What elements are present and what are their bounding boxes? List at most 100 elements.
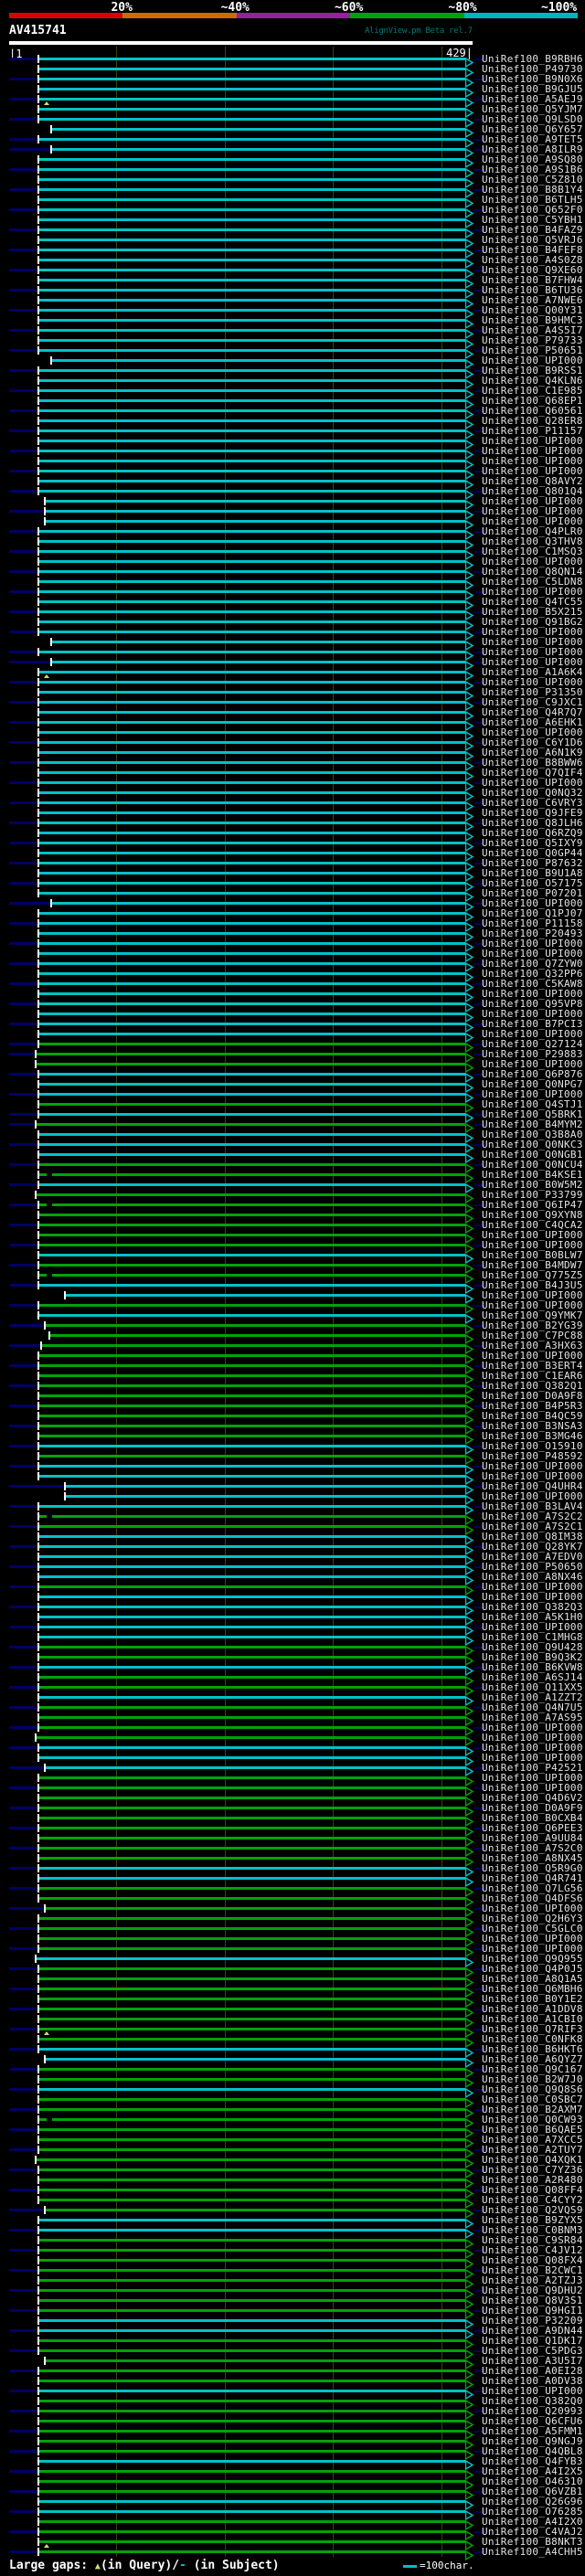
alignment-bar[interactable] [39,319,466,322]
alignment-bar[interactable] [39,1163,466,1166]
alignment-bar[interactable] [39,2299,466,2302]
alignment-bar[interactable] [39,2279,466,2282]
alignment-bar[interactable] [39,2339,466,2342]
alignment-bar[interactable] [39,2249,466,2252]
subject-label[interactable]: UniRef100_A8Q1A5 [482,1973,583,1985]
subject-label[interactable]: UniRef100_UPI000.. [482,938,585,949]
subject-label[interactable]: UniRef100_Q4D6V2 [482,1792,583,1804]
subject-label[interactable]: UniRef100_D0A9F8 [482,1390,583,1402]
alignment-bar[interactable] [39,882,466,885]
alignment-bar[interactable] [39,631,466,633]
alignment-bar[interactable] [39,1676,466,1679]
subject-label[interactable]: UniRef100_A4S5I7 [482,324,583,336]
alignment-bar[interactable] [39,1827,466,1829]
alignment-bar[interactable] [39,138,466,141]
subject-label[interactable]: UniRef100_A9DN44 [482,2325,583,2337]
alignment-bar[interactable] [39,1445,466,1447]
subject-label[interactable]: UniRef100_Q08FX4 [482,2254,583,2266]
subject-label[interactable]: UniRef100_Q7ZYW0 [482,958,583,970]
subject-label[interactable]: UniRef100_Q20993 [482,2405,583,2417]
alignment-bar[interactable] [39,1706,466,1709]
alignment-bar[interactable] [39,2369,466,2372]
subject-label[interactable]: UniRef100_Q0NGB1 [482,1149,583,1161]
subject-label[interactable]: UniRef100_A5AEJ9 [482,93,583,105]
subject-label[interactable]: UniRef100_UPI000.. [482,2385,585,2397]
subject-label[interactable]: UniRef100_A7S2C0 [482,1842,583,1854]
subject-label[interactable]: UniRef100_UPI000.. [482,1008,585,1020]
subject-label[interactable]: UniRef100_A3U5I7 [482,2355,583,2367]
alignment-bar[interactable] [39,58,466,60]
subject-label[interactable]: UniRef100_UPI000.. [482,1088,585,1100]
alignment-bar[interactable] [39,379,466,382]
alignment-bar[interactable] [39,339,466,342]
subject-label[interactable]: UniRef100_A2TUY7 [482,2144,583,2156]
subject-label[interactable]: UniRef100_P79733 [482,334,583,346]
alignment-bar[interactable] [39,218,466,221]
alignment-bar[interactable] [39,1153,466,1156]
alignment-bar[interactable] [39,912,466,915]
subject-label[interactable]: UniRef100_Q5BRK1 [482,1108,583,1120]
alignment-bar[interactable] [39,2480,466,2483]
alignment-bar[interactable] [46,2058,466,2061]
alignment-bar[interactable] [39,208,466,211]
subject-label[interactable]: UniRef100_P31350 [482,686,583,698]
alignment-bar[interactable] [39,309,466,312]
alignment-bar[interactable] [39,1304,466,1307]
alignment-bar[interactable] [39,1465,466,1468]
alignment-bar[interactable] [39,2289,466,2292]
alignment-bar[interactable] [39,701,466,704]
alignment-bar[interactable] [39,610,466,613]
subject-label[interactable]: UniRef100_Q4R741 [482,1872,583,1884]
alignment-bar[interactable] [39,470,466,472]
alignment-bar[interactable] [39,1093,466,1096]
subject-label[interactable]: UniRef100_Q6PEE3 [482,1822,583,1834]
alignment-bar[interactable] [39,1234,466,1236]
subject-label[interactable]: UniRef100_C4JV12 [482,2244,583,2256]
alignment-bar[interactable] [39,2038,466,2041]
alignment-bar[interactable] [39,249,466,251]
subject-label[interactable]: UniRef100_B7FHW4 [482,274,583,286]
subject-label[interactable]: UniRef100_Q6CFU6 [482,2415,583,2427]
subject-label[interactable]: UniRef100_UPI000.. [482,1470,585,1482]
alignment-bar[interactable] [39,892,466,895]
alignment-bar[interactable] [39,78,466,80]
alignment-bar[interactable] [39,2008,466,2010]
alignment-bar[interactable] [39,1656,466,1659]
subject-label[interactable]: UniRef100_B9Q3K2 [482,1651,583,1663]
alignment-bar[interactable] [39,952,466,955]
alignment-bar[interactable] [52,1515,466,1518]
alignment-bar[interactable] [39,1797,466,1799]
alignment-bar[interactable] [39,2430,466,2433]
alignment-bar[interactable] [39,2490,466,2493]
alignment-bar[interactable] [39,590,466,593]
subject-label[interactable]: UniRef100_B6QAE5 [482,2124,583,2136]
alignment-bar[interactable] [39,1585,466,1588]
alignment-bar[interactable] [39,1244,466,1246]
subject-label[interactable]: UniRef100_A2R480 [482,2174,583,2186]
alignment-bar[interactable] [39,1857,466,1860]
alignment-bar[interactable] [39,1887,466,1890]
subject-label[interactable]: UniRef100_A6N1K9 [482,747,583,758]
subject-label[interactable]: UniRef100_B9RSS1 [482,365,583,376]
subject-label[interactable]: UniRef100_UPI000.. [482,1229,585,1241]
subject-label[interactable]: UniRef100_P42521 [482,1762,583,1774]
alignment-bar[interactable] [39,2239,466,2242]
alignment-bar[interactable] [39,1636,466,1638]
subject-label[interactable]: UniRef100_P50651 [482,345,583,356]
alignment-bar[interactable] [39,2148,466,2151]
alignment-bar[interactable] [39,852,466,854]
subject-label[interactable]: UniRef100_Q9YMK7 [482,1309,583,1321]
subject-label[interactable]: UniRef100_UPI000.. [482,1591,585,1603]
alignment-bar[interactable] [39,2390,466,2392]
subject-label[interactable]: UniRef100_B3NSA3 [482,1420,583,1432]
subject-label[interactable]: UniRef100_Q4XQK1 [482,2154,583,2166]
subject-label[interactable]: UniRef100_A8NX46 [482,1571,583,1583]
alignment-bar[interactable] [39,188,466,191]
alignment-bar[interactable] [50,1334,466,1337]
subject-label[interactable]: UniRef100_UPI000.. [482,586,585,598]
alignment-bar[interactable] [39,1133,466,1136]
subject-label[interactable]: UniRef100_Q0NPG7 [482,1078,583,1090]
subject-label[interactable]: UniRef100_UPI000.. [482,1460,585,1472]
alignment-bar[interactable] [39,550,466,553]
alignment-bar[interactable] [65,1294,466,1297]
